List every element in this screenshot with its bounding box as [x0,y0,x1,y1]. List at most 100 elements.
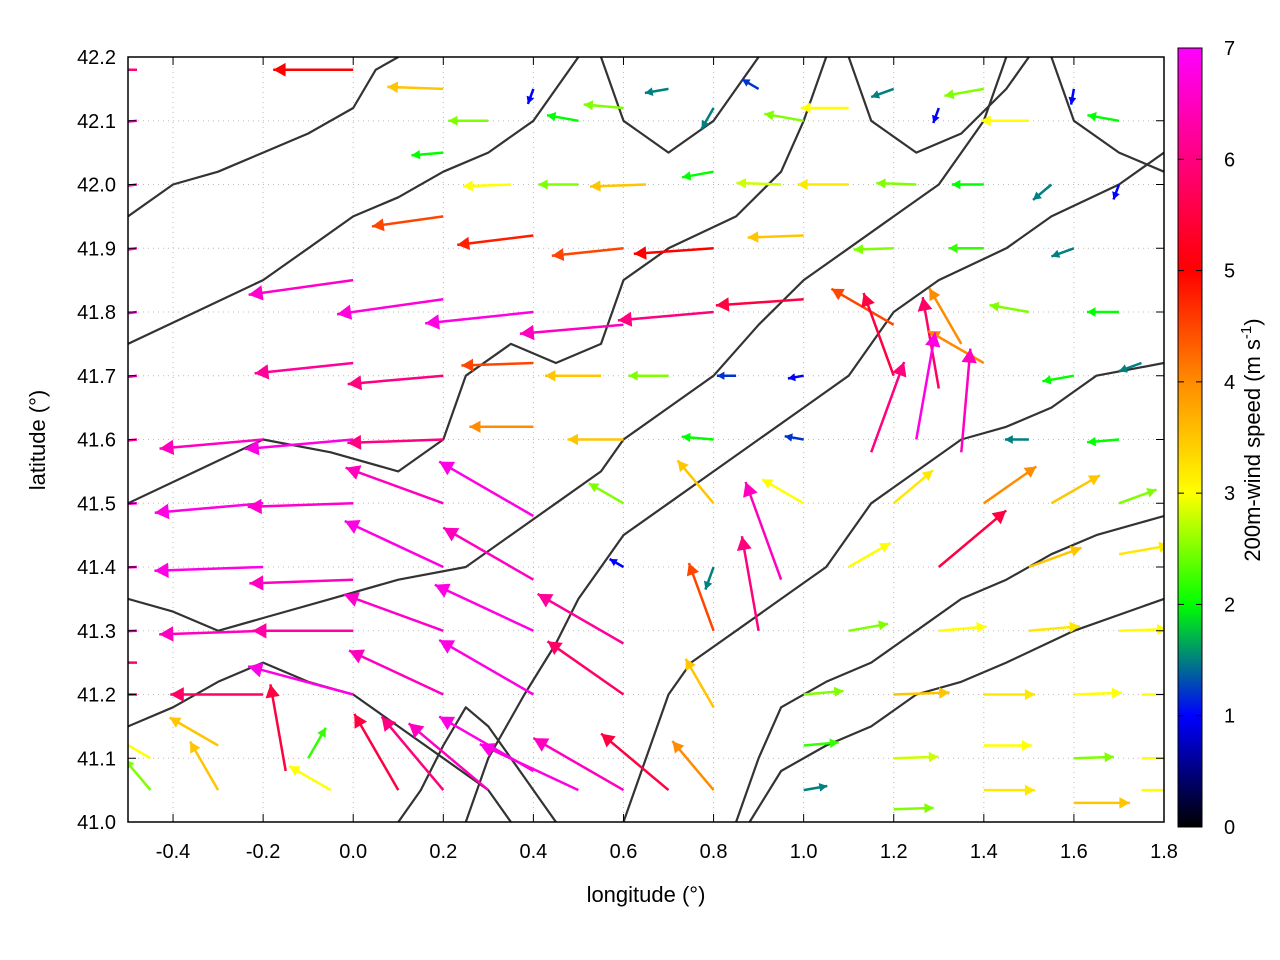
wind-vector-head [537,593,554,608]
wind-vector [532,737,625,792]
wind-vector-shaft [438,639,535,696]
wind-vector-head [479,743,496,757]
wind-vector-head [154,562,169,578]
wind-vector [1118,361,1142,373]
wind-vector-head [1087,307,1096,317]
wind-vector-head [1087,436,1096,447]
wind-vector [1118,488,1157,505]
wind-vector-shaft [532,737,625,792]
wind-vector [628,370,669,381]
wind-vector-head [344,520,361,534]
wind-vector-head [1033,191,1042,200]
wind-vector [247,498,354,515]
wind-vector-shaft [536,592,625,645]
wind-vector-head [833,686,844,697]
wind-vector [932,107,940,124]
wind-vector-shaft [247,665,354,696]
wind-vector-head [747,231,759,243]
wind-vector [254,361,354,380]
wind-vector-shaft [633,247,714,256]
wind-vector [545,370,601,382]
wind-vector-head [1146,488,1157,498]
wind-vector [937,509,1008,568]
y-tick-label: 41.7 [77,366,116,388]
wind-vector [983,465,1038,505]
wind-vector-head [1087,475,1100,486]
wind-vector-head [929,288,941,302]
wind-vector [551,247,624,261]
wind-vector [848,620,889,633]
wind-vector-head [344,592,360,607]
wind-vector [44,655,137,670]
wind-vector-head [716,371,725,380]
wind-vector-head [29,502,44,517]
wind-vector [787,373,804,382]
wind-vector [747,231,804,243]
wind-vector [526,88,535,105]
wind-vector-head [387,81,398,93]
wind-vector-head [1068,96,1077,105]
colorbar-tick-label: 2 [1224,594,1235,616]
wind-vector-head [989,301,1000,312]
wind-vector [800,102,849,114]
colorbar-tick-label: 1 [1224,706,1235,728]
wind-vector-shaft [248,278,354,297]
wind-vector-shaft [434,583,534,632]
wind-vector [448,115,489,126]
colorbar-tick-label: 3 [1224,483,1235,505]
wind-vector [938,622,987,633]
wind-vector [1068,88,1077,105]
wind-vector-head [925,332,941,348]
colorbar-tick-label: 7 [1224,38,1235,60]
y-tick-label: 42.1 [77,111,116,133]
wind-vector-head [32,563,46,578]
wind-vector [915,332,941,440]
wind-vector-head [337,304,353,320]
colorbar-label-end: ) [1240,318,1265,325]
wind-vector-head [948,243,958,254]
wind-vector-head [247,498,262,515]
wind-vector [948,243,984,254]
y-tick-label: 41.2 [77,685,116,707]
wind-vector-shaft [442,526,535,581]
wind-vector [457,234,534,250]
colorbar-tick-label: 0 [1224,817,1235,839]
wind-vector [633,246,714,260]
wind-vector [244,438,354,456]
wind-vector [617,310,714,327]
wind-vector-shaft [159,438,264,450]
wind-vector-head [1156,624,1164,635]
wind-vector-shaft [937,509,1008,568]
y-tick-label: 41.3 [77,621,116,643]
contour-line [464,151,1164,822]
wind-vector-head [345,465,362,480]
wind-vector-shaft [546,640,625,696]
wind-vector-head [878,620,889,631]
x-tick-label: 1.0 [790,841,818,863]
wind-vector [336,298,444,320]
wind-vector-head [425,314,440,330]
wind-vector-head [347,375,362,391]
wind-vector-head [736,178,747,189]
wind-vector [252,623,354,639]
wind-vector-head [871,90,881,99]
contour-line [128,57,1008,632]
wind-vector-head [1024,784,1035,796]
wind-vector [588,482,625,505]
wind-vector-shaft [600,732,670,792]
wind-vector [387,81,444,93]
wind-vector [893,803,934,814]
wind-vector [784,433,804,442]
contour-line [128,57,399,218]
wind-vector [371,215,444,232]
wind-vector [848,541,891,569]
wind-vector-head [685,658,696,671]
wind-vector-head [876,178,886,189]
wind-vector [681,432,714,443]
wind-vector [861,292,895,377]
wind-vector-head [44,655,57,670]
wind-vector [704,566,715,591]
wind-vector [273,62,354,77]
wind-vector [546,640,625,696]
wind-vector [159,626,264,642]
